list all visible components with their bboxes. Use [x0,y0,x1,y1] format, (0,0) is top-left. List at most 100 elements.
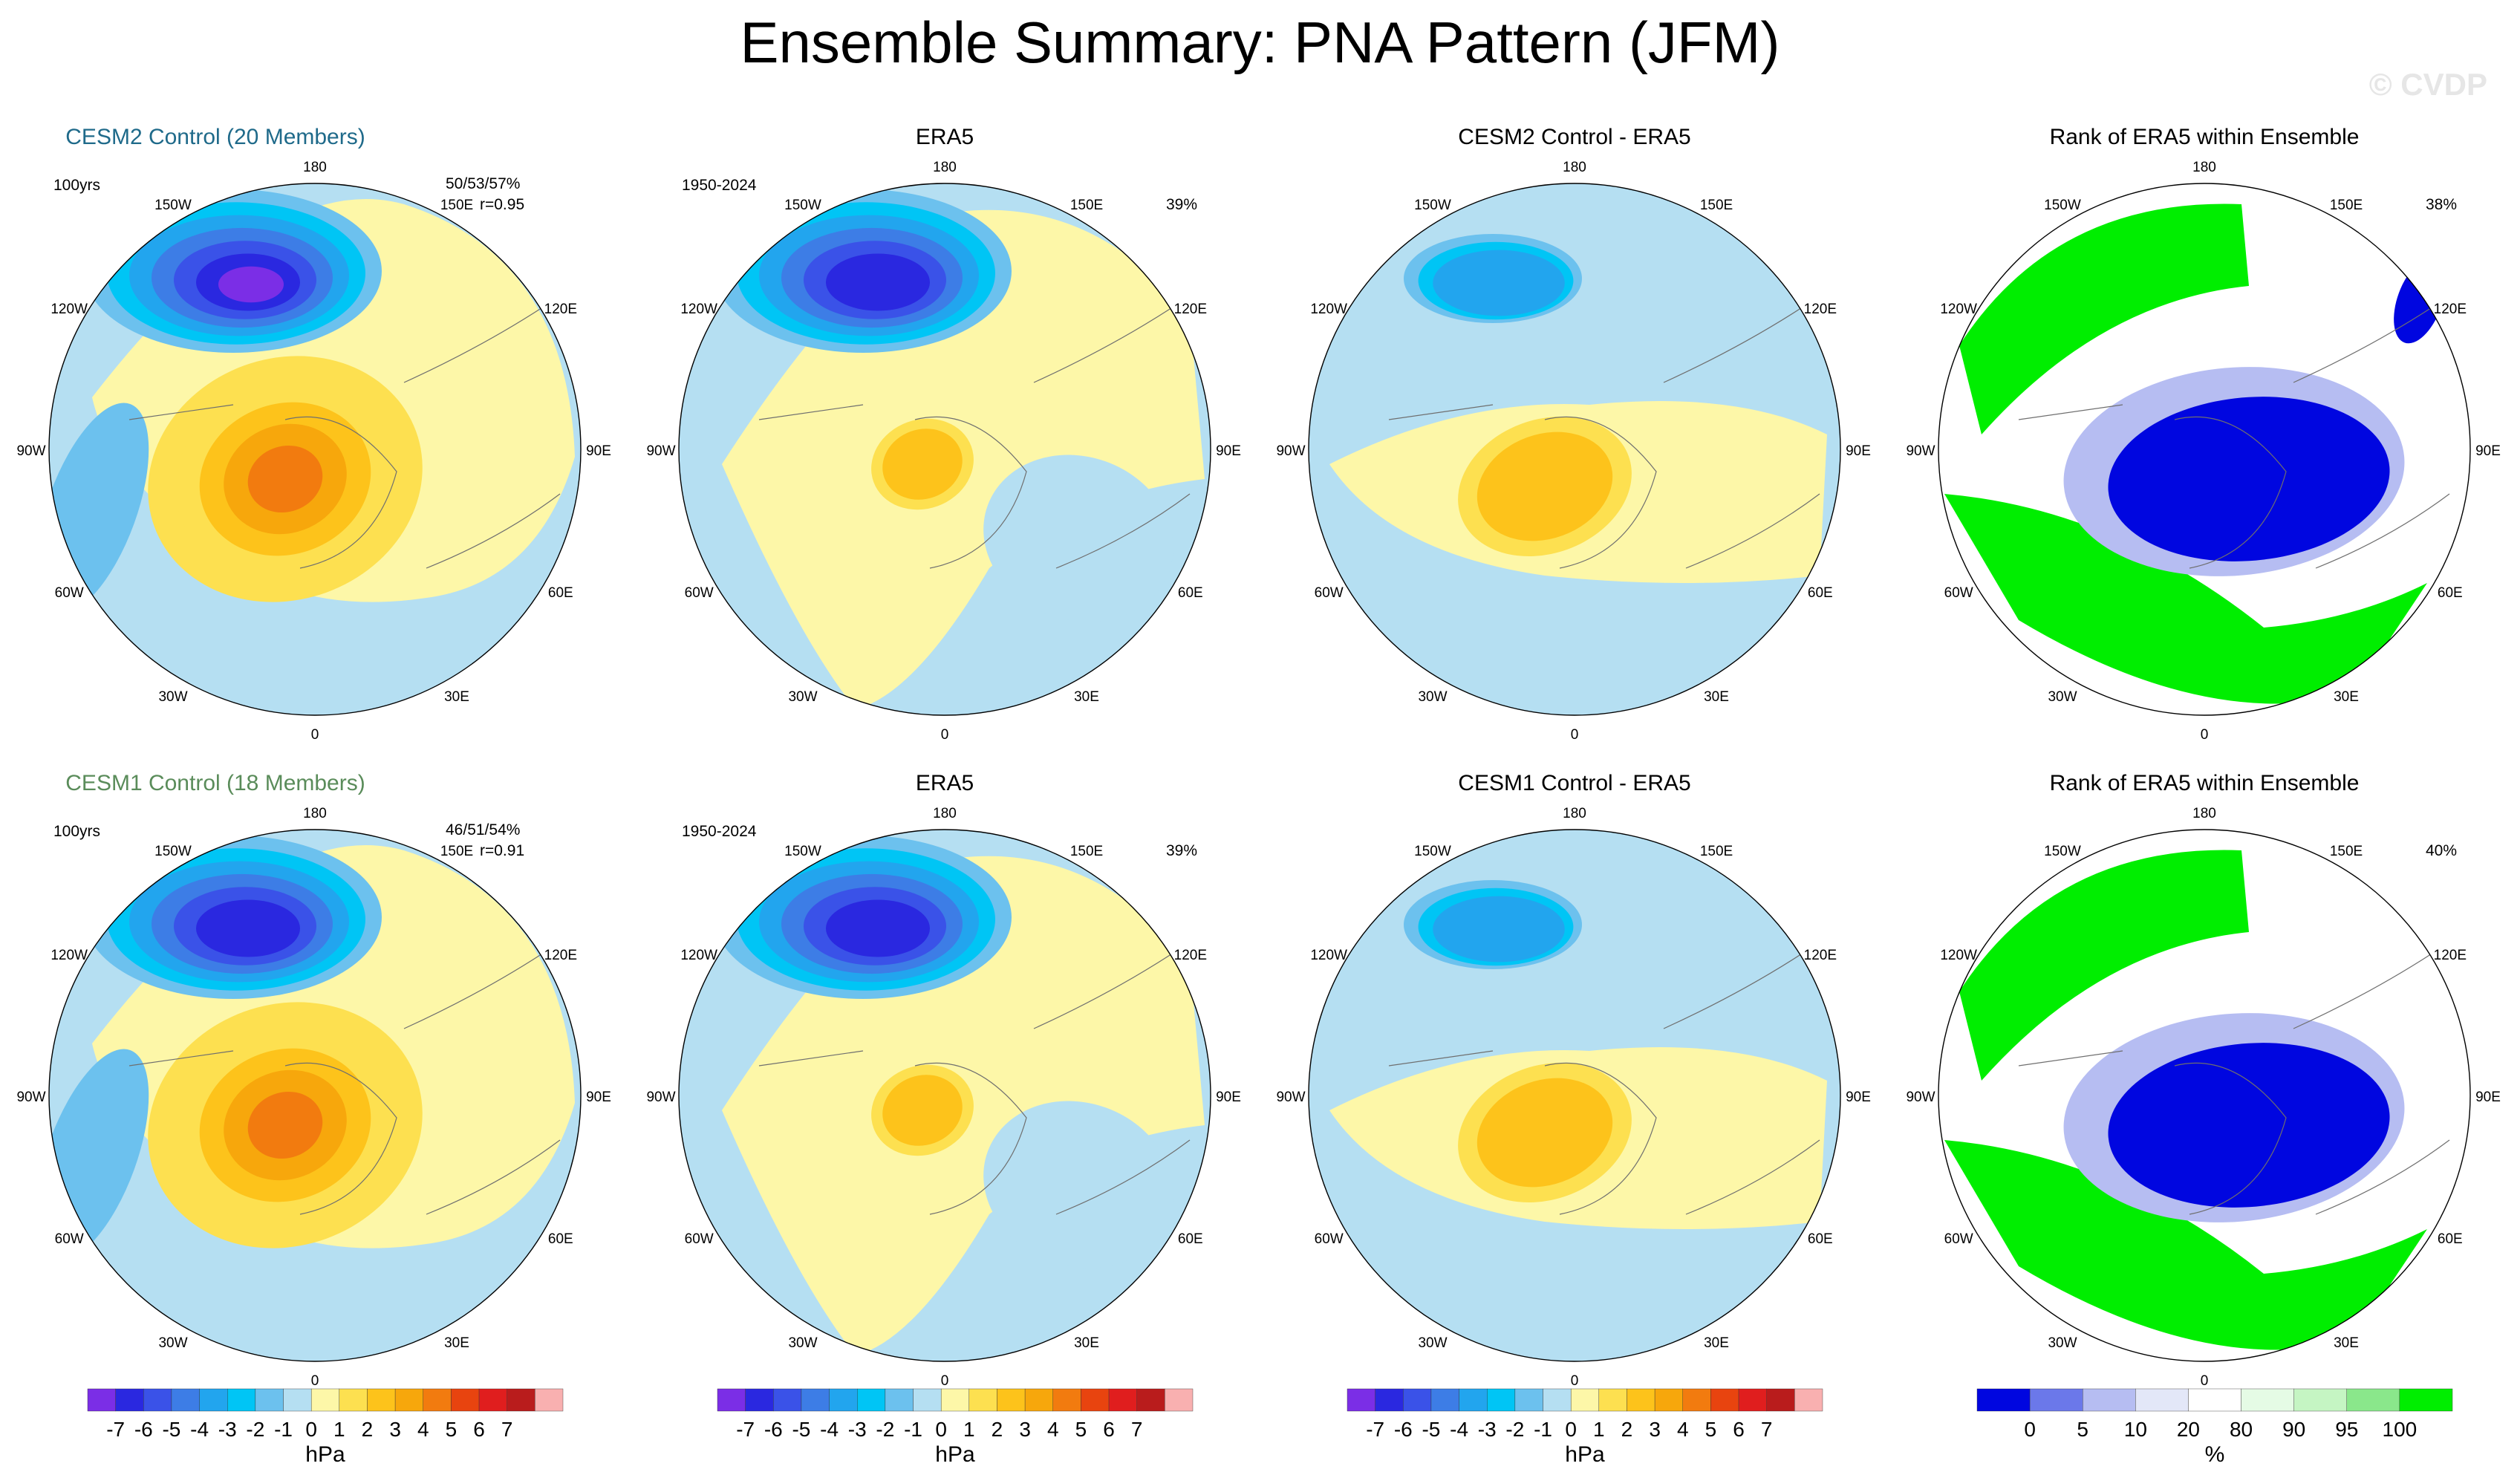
colorbar-tick: 4 [1047,1418,1059,1441]
longitude-label: 60W [55,1231,84,1247]
colorbar-tick: 5 [1705,1418,1717,1441]
longitude-label: 30W [788,689,817,705]
negative-anomaly [196,899,300,957]
colorbar-swatch [1710,1388,1739,1412]
colorbar-swatch [997,1388,1026,1412]
longitude-label: 120E [2434,948,2467,963]
longitude-label: 150E [1700,844,1733,859]
colorbar-swatch [2029,1388,2083,1412]
longitude-label: 120W [1940,302,1977,317]
longitude-label: 0 [1571,727,1579,743]
colorbar-tick: 4 [1677,1418,1689,1441]
colorbar-tick: 5 [2077,1418,2088,1441]
coastline [2315,493,2450,569]
longitude-label: 60W [1944,585,1973,601]
polar-map: 180 150E 120E 90E 60E 30E 0 30W 60W 90W 120W 150W [1276,806,1871,1389]
rank-high-region [1959,203,2249,434]
longitude-label: 60W [1315,585,1344,601]
longitude-label: 180 [303,806,327,821]
panel-cesm1-control: CESM1 Control (18 Members) 100yrs 46/51/… [0,765,630,1404]
map-border [678,829,1211,1362]
colorbar-swatch [1347,1388,1375,1412]
longitude-label: 30E [444,1335,469,1351]
coastline [2018,1050,2123,1066]
colorbar-swatch [885,1388,914,1412]
colorbar-tick: 0 [305,1418,317,1441]
coastline [1388,404,1494,420]
longitude-label: 180 [303,160,327,175]
longitude-label: 120E [544,948,577,963]
rank-high-region [1944,1140,2427,1350]
longitude-label: 0 [311,1373,319,1389]
panel-title: Rank of ERA5 within Ensemble [2049,771,2360,795]
variance-explained: 40% [2426,842,2458,859]
longitude-label: 150W [1414,198,1451,213]
colorbar-swatch [1738,1388,1767,1412]
panel-title: Rank of ERA5 within Ensemble [2049,125,2360,149]
longitude-label: 90W [1276,443,1305,459]
colorbar-swatch [143,1388,172,1412]
longitude-label: 30W [158,1335,187,1351]
colorbar-swatch [1403,1388,1432,1412]
positive-anomaly [247,445,323,513]
coastline [1685,493,1820,569]
colorbar-tick: -4 [820,1418,839,1441]
variance-explained: 38% [2426,196,2458,213]
colorbar-swatch [1598,1388,1627,1412]
longitude-label: 120W [51,302,88,317]
coastline [2174,1062,2287,1215]
longitude-label: 30W [2048,1335,2077,1351]
colorbar-tick: -3 [1478,1418,1497,1441]
colorbar-tick: 0 [2024,1418,2036,1441]
colorbar-tick: 7 [1761,1418,1773,1441]
longitude-label: 90E [1846,1090,1871,1105]
rank-high-region [1959,850,2249,1081]
coastline [426,1139,561,1215]
longitude-label: 150E [1700,198,1733,213]
longitude-label: 60E [1808,585,1833,601]
longitude-label: 60W [685,1231,714,1247]
coastline [1055,1139,1191,1215]
longitude-label: 60E [1178,585,1203,601]
colorbar-swatch [2293,1388,2347,1412]
longitude-label: 30E [1704,1335,1729,1351]
coastline [758,404,864,420]
coastline [1055,493,1191,569]
colorbar-tick: 6 [1103,1418,1115,1441]
colorbar-swatch [773,1388,802,1412]
coastline [2174,416,2287,569]
longitude-label: 120W [1310,948,1347,963]
colorbar-tick: 100 [2383,1418,2418,1441]
longitude-label: 120W [680,948,717,963]
colorbar-tick: 6 [1733,1418,1745,1441]
colorbar-pressure: -7 -6 -5 -4 -3 -2 -1 0 1 2 3 4 5 6 7 hPa [87,1388,564,1467]
longitude-label: 150W [154,198,192,213]
longitude-label: 90W [646,443,675,459]
colorbar-swatch [255,1388,284,1412]
longitude-label: 150W [2044,198,2081,213]
colorbar-tick: -3 [218,1418,237,1441]
colorbar-swatch [745,1388,774,1412]
colorbar-tick: 80 [2230,1418,2253,1441]
longitude-label: 150W [784,844,821,859]
longitude-label: 60W [1315,1231,1344,1247]
longitude-label: 90E [1216,443,1241,459]
pattern-correlation: r=0.91 [480,842,525,859]
longitude-label: 60E [2438,585,2463,601]
panel-era5: ERA5 1950-2024 39% 180 150E 120E 90E 60E 30E 0… [630,765,1260,1404]
negative-anomaly [983,1101,1173,1269]
coastline [284,1062,397,1215]
longitude-label: 60E [548,585,573,601]
panel-cesm1-minus-era5: CESM1 Control - ERA5 180 150E 120E 90E 60E 30… [1260,765,1889,1404]
longitude-label: 0 [2201,1373,2209,1389]
colorbar-swatch [1976,1388,2031,1412]
colorbar-tick: 1 [1593,1418,1605,1441]
polar-map: 180 150E 120E 90E 60E 30E 0 30W 60W 90W 120W 150W [1906,160,2500,743]
longitude-label: 30E [2334,1335,2359,1351]
longitude-label: 90E [1846,443,1871,459]
colorbar-swatch [171,1388,200,1412]
variance-explained: 39% [1166,842,1198,859]
polar-map: 180 150E 120E 90E 60E 30E 0 30W 60W 90W 120W 150W [16,160,611,743]
colorbar-tick: 2 [1621,1418,1633,1441]
longitude-label: 120W [51,948,88,963]
